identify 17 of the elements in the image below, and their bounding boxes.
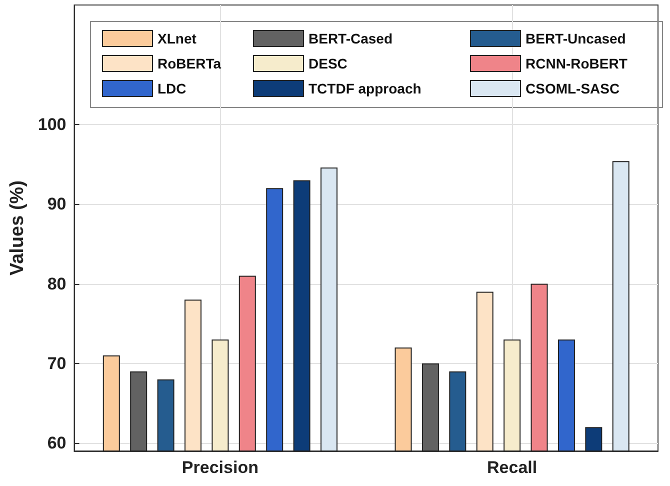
y-tick-label: 90 (47, 194, 66, 214)
x-tick-label: Precision (182, 458, 258, 477)
legend-label: DESC (308, 56, 348, 72)
y-tick-label: 100 (38, 114, 66, 134)
y-tick-label: 60 (47, 434, 66, 453)
y-axis-title: Values (%) (7, 180, 28, 276)
x-tick-label: Recall (487, 458, 538, 477)
legend-label: RCNN-RoBERT (526, 56, 628, 72)
legend-label: RoBERTa (158, 56, 222, 72)
legend-label: TCTDF approach (308, 80, 422, 96)
legend-label: XLnet (158, 30, 197, 46)
legend-label: BERT-Cased (308, 30, 393, 46)
y-tick-label: 80 (47, 274, 66, 294)
legend-label: CSOML-SASC (526, 80, 620, 96)
legend-label: LDC (158, 80, 186, 96)
legend-label: BERT-Uncased (526, 30, 626, 46)
y-tick-label: 70 (47, 354, 66, 373)
